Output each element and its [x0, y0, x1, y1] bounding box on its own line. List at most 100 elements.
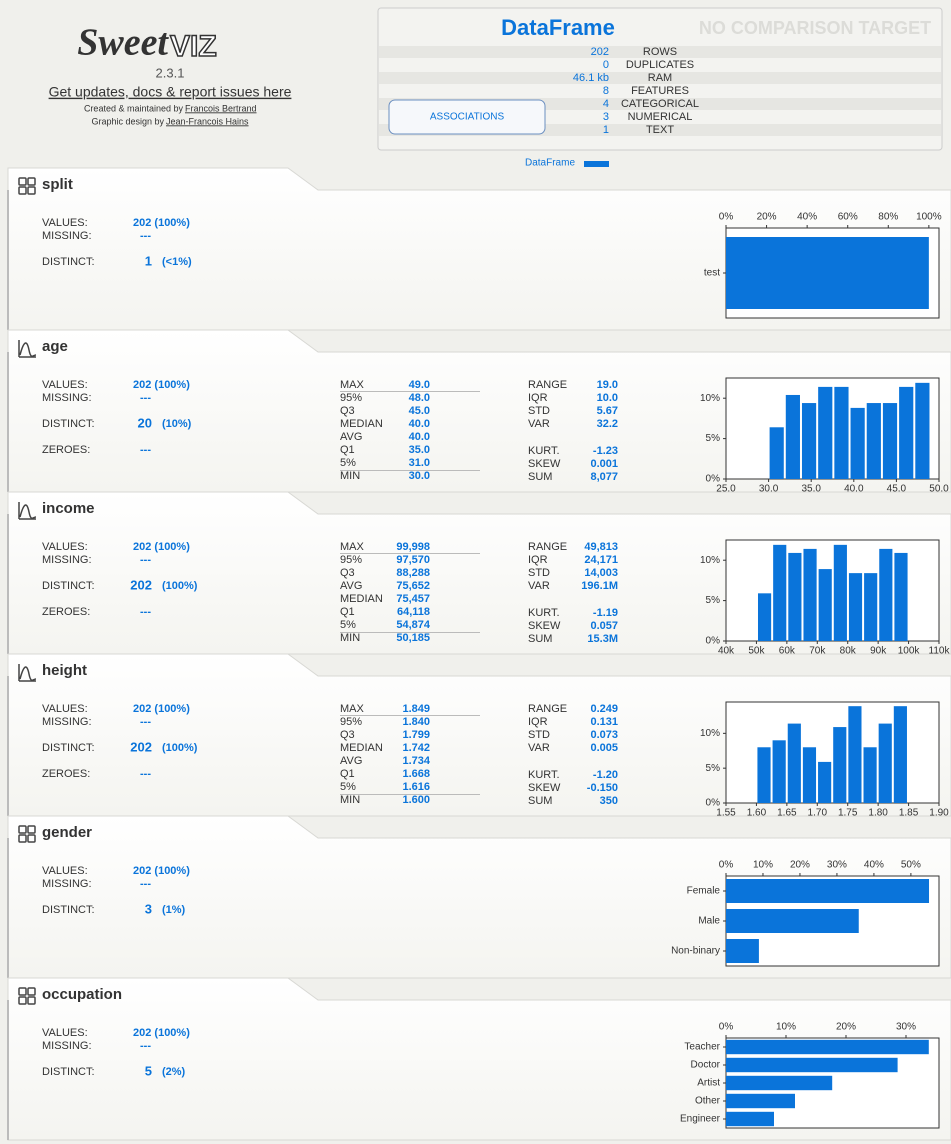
distinct-value: 5	[145, 1063, 152, 1078]
icon-cell	[27, 177, 36, 186]
y-tick-label: 0%	[706, 636, 721, 647]
credit-link[interactable]: Francois Bertrand	[185, 103, 257, 113]
stat-label: VALUES:	[42, 865, 88, 877]
quantile-value: 75,652	[396, 580, 430, 592]
x-tick-label: 50%	[901, 860, 921, 871]
y-tick-label: 10%	[700, 728, 720, 739]
feature-name[interactable]: gender	[42, 824, 92, 841]
category-label: Non-binary	[671, 946, 720, 957]
stat-value: 32.2	[597, 418, 618, 430]
histogram-bar	[866, 403, 881, 479]
x-tick-label: 40.0	[844, 484, 864, 495]
histogram-bar	[833, 544, 847, 641]
histogram-bar	[879, 548, 893, 641]
x-tick-label: 100k	[898, 646, 921, 657]
icon-curve	[18, 340, 37, 358]
icon-cell	[18, 996, 27, 1005]
associations-button[interactable]	[388, 99, 546, 135]
x-tick-label: 1.65	[777, 808, 797, 819]
icon-curve	[18, 502, 37, 520]
histogram-bar	[801, 403, 817, 479]
icon-cell	[27, 987, 36, 996]
associations-label[interactable]: ASSOCIATIONS	[430, 112, 505, 123]
x-tick-label: 90k	[870, 646, 887, 657]
stat-value: 202 (100%)	[133, 1027, 190, 1039]
quantile-value: 45.0	[409, 405, 430, 417]
x-tick-label: 60%	[838, 212, 858, 223]
credit: Graphic design by	[91, 116, 164, 126]
row-stripe	[379, 72, 941, 84]
x-tick-label: 1.70	[808, 808, 828, 819]
summary-value: 1	[603, 124, 609, 136]
quantile-label: 95%	[340, 554, 362, 566]
x-tick-label: 1.85	[899, 808, 919, 819]
quantile-label: MAX	[340, 541, 365, 553]
x-tick-label: 0%	[719, 212, 734, 223]
y-tick-label: 5%	[706, 595, 721, 606]
category-label: test	[704, 268, 720, 279]
quantile-label: AVG	[340, 580, 362, 592]
stat-label: VAR	[528, 580, 550, 592]
quantile-value: 1.616	[402, 781, 430, 793]
quantile-label: MEDIAN	[340, 418, 383, 430]
feature-name[interactable]: height	[42, 662, 87, 679]
stat-value: 202 (100%)	[133, 541, 190, 553]
x-tick-label: 30%	[827, 860, 847, 871]
stat-label: SKEW	[528, 458, 561, 470]
quantile-value: 30.0	[409, 470, 430, 482]
x-tick-label: 45.0	[887, 484, 907, 495]
credit-link[interactable]: Jean-Francois Hains	[166, 116, 249, 126]
summary-label: RAM	[648, 72, 672, 84]
histogram-bar	[818, 569, 832, 641]
quantile-label: Q1	[340, 606, 355, 618]
stat-value: 5.67	[597, 405, 618, 417]
x-tick-label: 50k	[748, 646, 765, 657]
bar	[726, 1057, 898, 1073]
stat-label: STD	[528, 567, 550, 579]
feature-name[interactable]: age	[42, 338, 68, 355]
distinct-value: 1	[145, 253, 152, 268]
histogram-bar	[769, 427, 784, 479]
feature-name[interactable]: split	[42, 176, 73, 193]
feature-name[interactable]: income	[42, 500, 95, 517]
x-tick-label: 1.75	[838, 808, 858, 819]
stat-label: VALUES:	[42, 541, 88, 553]
x-tick-label: 30.0	[759, 484, 779, 495]
x-tick-label: 1.60	[747, 808, 767, 819]
stat-value: 19.0	[597, 379, 618, 391]
distinct-pct: (2%)	[162, 1066, 186, 1078]
x-tick-label: 110k	[929, 646, 951, 657]
stat-label: STD	[528, 405, 550, 417]
summary-label: TEXT	[646, 124, 674, 136]
bar	[726, 1075, 833, 1091]
category-label: Doctor	[691, 1060, 721, 1071]
stat-label: DISTINCT:	[42, 580, 95, 592]
quantile-value: 1.799	[402, 729, 430, 741]
stat-label: KURT.	[528, 769, 560, 781]
quantile-value: 97,570	[396, 554, 430, 566]
x-tick-label: 40%	[864, 860, 884, 871]
feature-name[interactable]: occupation	[42, 986, 122, 1003]
histogram-bar	[848, 573, 863, 641]
docs-link[interactable]: Get updates, docs & report issues here	[49, 84, 292, 100]
summary-label: ROWS	[643, 46, 677, 58]
histogram-bar	[894, 552, 908, 641]
logo-viz: VIZ	[170, 30, 217, 63]
stat-value: 0.001	[590, 458, 618, 470]
icon-cell	[27, 834, 36, 843]
histogram-bar	[818, 386, 833, 479]
stat-label: MISSING:	[42, 878, 92, 890]
histogram-bar	[915, 382, 930, 479]
quantile-label: Q1	[340, 768, 355, 780]
x-tick-label: 0%	[719, 1022, 734, 1033]
summary-value: 3	[603, 111, 609, 123]
y-tick-label: 10%	[700, 393, 720, 404]
stat-value: -0.150	[587, 782, 618, 794]
icon-cell	[27, 186, 36, 195]
quantile-label: 95%	[340, 716, 362, 728]
quantile-label: MEDIAN	[340, 742, 383, 754]
histogram-bar	[833, 727, 847, 803]
icon-cell	[27, 996, 36, 1005]
summary-value: 8	[603, 85, 609, 97]
stat-label: RANGE	[528, 541, 567, 553]
